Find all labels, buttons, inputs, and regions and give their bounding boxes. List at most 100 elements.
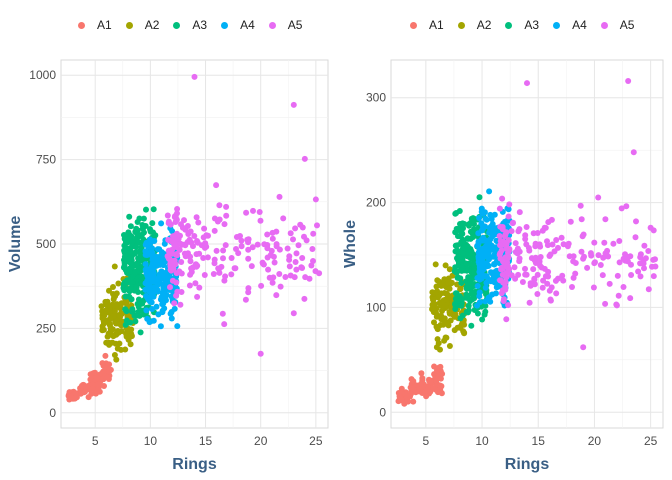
data-point-a5 [310, 230, 317, 237]
data-point-a5 [269, 229, 276, 236]
data-point-a5 [649, 263, 655, 270]
data-point-a4 [161, 305, 168, 312]
y-tick-label: 0 [379, 405, 386, 419]
data-point-a3 [121, 253, 128, 260]
data-point-a2 [430, 306, 437, 313]
data-point-a5 [500, 296, 507, 303]
data-point-a5 [600, 254, 607, 261]
y-tick-label: 1000 [29, 68, 56, 82]
data-point-a4 [488, 230, 495, 237]
data-point-a5 [526, 299, 533, 306]
data-point-a5 [530, 266, 537, 273]
data-point-a5 [171, 300, 178, 307]
data-point-a5 [502, 279, 509, 286]
data-point-a3 [127, 319, 134, 326]
data-point-a3 [122, 247, 129, 254]
data-point-a3 [458, 267, 465, 274]
data-point-a5 [641, 265, 647, 272]
data-point-a4 [150, 272, 157, 279]
data-point-a3 [465, 285, 472, 292]
data-point-a5 [314, 222, 320, 229]
data-point-a3 [132, 269, 139, 275]
data-point-a4 [160, 293, 167, 300]
legend: A1 A2 A3 A4 A5 [78, 16, 316, 34]
data-point-a5 [497, 255, 504, 262]
data-point-a5 [173, 251, 179, 258]
data-point-a5 [623, 203, 630, 210]
data-point-a5 [524, 80, 530, 87]
data-point-a4 [158, 220, 165, 227]
data-point-a5 [577, 202, 584, 209]
data-point-a2 [433, 283, 440, 290]
data-point-a5 [552, 277, 559, 284]
data-point-a5 [169, 277, 176, 284]
x-tick-label: 5 [422, 434, 429, 448]
data-point-a4 [168, 293, 175, 300]
data-point-a3 [482, 302, 489, 309]
data-point-a5 [254, 241, 261, 248]
data-point-a4 [144, 277, 151, 284]
legend-swatch [553, 21, 561, 29]
data-point-a5 [200, 255, 207, 261]
data-point-a5 [580, 344, 587, 351]
data-point-a4 [482, 284, 489, 291]
data-point-a5 [164, 212, 171, 219]
data-point-a1 [419, 390, 426, 396]
data-point-a5 [301, 233, 307, 240]
data-point-a5 [287, 230, 294, 237]
data-point-a3 [471, 289, 478, 296]
legend-item-a4: A4 [221, 18, 255, 32]
data-point-a4 [486, 188, 493, 195]
data-point-a5 [177, 232, 183, 239]
data-point-a3 [460, 239, 467, 246]
legend-item-a3: A3 [505, 18, 539, 32]
data-point-a1 [433, 377, 440, 384]
data-point-a2 [446, 309, 453, 315]
data-point-a5 [630, 149, 637, 156]
data-point-a5 [642, 255, 649, 262]
data-point-a2 [442, 296, 449, 303]
data-point-a3 [134, 227, 141, 234]
y-tick-label: 300 [366, 91, 386, 105]
data-point-a5 [293, 266, 300, 273]
data-point-a4 [158, 269, 165, 276]
data-point-a1 [82, 383, 89, 390]
data-point-a1 [425, 386, 431, 393]
data-point-a5 [264, 231, 271, 238]
data-point-a3 [133, 283, 140, 290]
legend-swatch [268, 21, 276, 29]
data-point-a2 [116, 340, 123, 347]
data-point-a5 [613, 302, 620, 309]
data-point-a5 [633, 218, 639, 225]
data-point-a5 [505, 302, 512, 309]
data-point-a5 [532, 240, 539, 247]
data-point-a5 [249, 244, 256, 251]
data-point-a5 [191, 73, 198, 80]
data-point-a3 [122, 293, 129, 300]
x-tick-label: 10 [144, 434, 158, 448]
data-point-a4 [481, 273, 488, 279]
data-point-a5 [506, 201, 513, 208]
data-point-a3 [452, 306, 459, 312]
legend-item-a1: A1 [78, 18, 112, 32]
data-point-a1 [408, 390, 414, 397]
data-point-a4 [482, 215, 489, 222]
data-point-a2 [431, 301, 438, 307]
data-point-a4 [144, 252, 151, 258]
legend-swatch [410, 21, 417, 29]
data-point-a4 [488, 216, 495, 222]
data-point-a4 [153, 303, 160, 310]
data-point-a5 [292, 225, 299, 232]
data-point-a4 [149, 290, 156, 297]
data-point-a3 [458, 295, 465, 302]
data-point-a5 [221, 277, 228, 284]
data-point-a4 [482, 245, 489, 252]
data-point-a2 [109, 332, 116, 339]
data-point-a1 [102, 352, 109, 359]
data-point-a3 [134, 300, 141, 307]
data-point-a4 [491, 252, 498, 259]
data-point-a2 [446, 343, 453, 349]
data-point-a2 [111, 352, 118, 358]
data-point-a5 [271, 259, 278, 266]
